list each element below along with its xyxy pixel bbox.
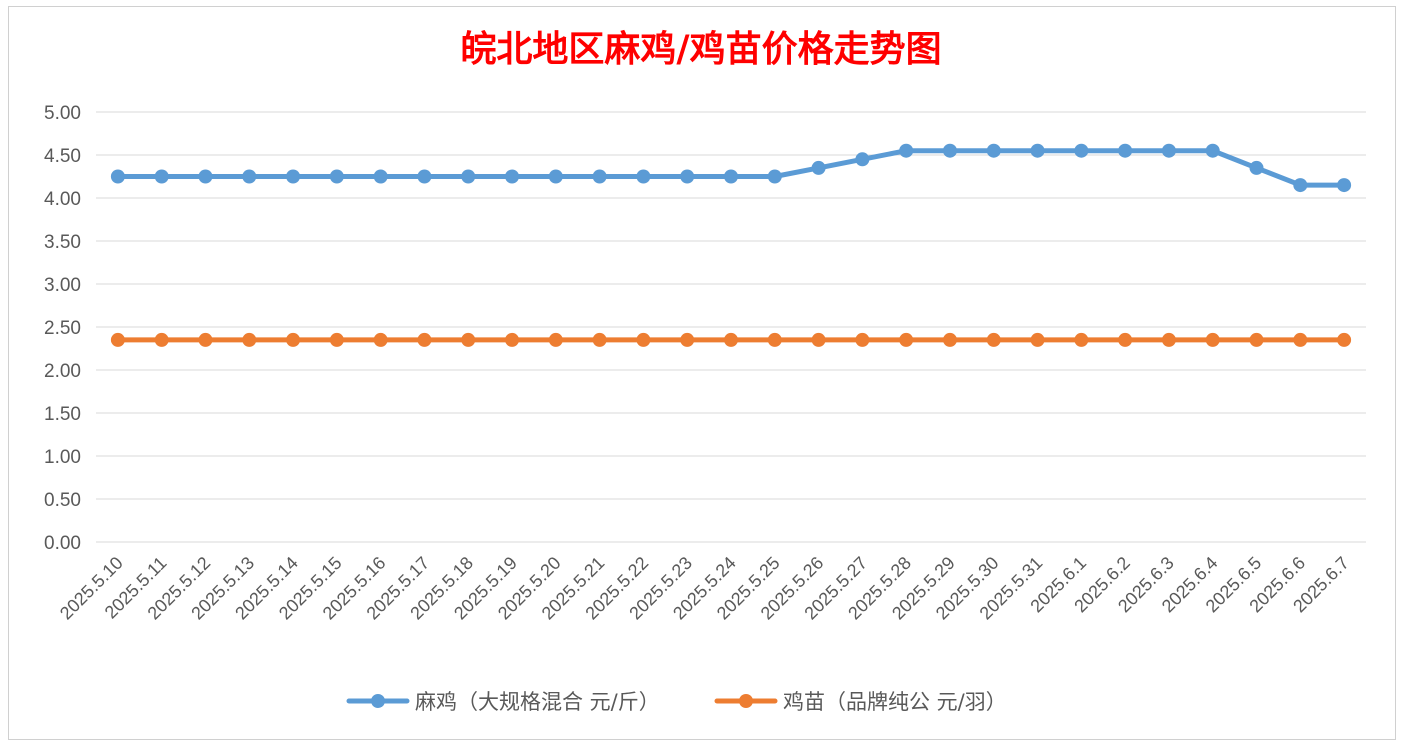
data-point	[1161, 143, 1176, 158]
data-point	[942, 332, 957, 347]
data-point	[724, 169, 738, 184]
data-point	[329, 332, 344, 347]
y-tick-label: 3.00	[44, 275, 81, 296]
data-point	[417, 332, 432, 347]
data-point	[636, 332, 651, 347]
data-point	[1337, 332, 1352, 347]
data-point	[1205, 143, 1220, 158]
data-point	[329, 169, 344, 184]
data-point	[811, 332, 826, 347]
x-axis-ticks: 2025.5.102025.5.112025.5.122025.5.132025…	[56, 553, 1353, 624]
data-point	[373, 169, 388, 184]
data-point	[461, 169, 476, 184]
data-point	[680, 169, 695, 184]
data-point	[855, 152, 870, 167]
data-point	[505, 169, 520, 184]
data-point	[1205, 332, 1220, 347]
series-1	[110, 143, 1352, 193]
data-point	[767, 169, 782, 184]
data-point	[1337, 178, 1352, 193]
legend-item: 麻鸡（大规格混合 元/斤）	[346, 690, 660, 714]
y-tick-label: 0.00	[44, 533, 81, 554]
data-point	[1249, 332, 1264, 347]
data-point	[636, 169, 651, 184]
data-point	[505, 332, 520, 347]
data-point	[198, 332, 213, 347]
data-point	[286, 332, 301, 347]
data-point	[1030, 332, 1045, 347]
legend: 麻鸡（大规格混合 元/斤） 鸡苗（品牌纯公 元/羽）	[346, 690, 1007, 714]
data-point	[592, 332, 607, 347]
legend-label: 麻鸡（大规格混合 元/斤）	[415, 690, 660, 714]
data-point	[899, 143, 914, 158]
y-tick-label: 0.50	[44, 490, 81, 511]
data-point	[1030, 143, 1045, 158]
data-point	[1074, 332, 1089, 347]
data-point	[110, 332, 125, 347]
data-point	[899, 332, 914, 347]
data-point	[154, 332, 169, 347]
data-point	[1161, 332, 1176, 347]
data-point	[373, 332, 388, 347]
y-tick-label: 4.00	[44, 189, 81, 210]
data-point	[1118, 332, 1133, 347]
data-point	[1074, 143, 1089, 158]
legend-marker	[739, 694, 753, 708]
data-point	[1293, 332, 1308, 347]
y-tick-label: 1.00	[44, 447, 81, 468]
series-2	[110, 332, 1352, 347]
data-point	[724, 332, 738, 347]
legend-marker	[371, 694, 385, 708]
data-point	[242, 169, 257, 184]
data-point	[198, 169, 213, 184]
data-point	[986, 332, 1001, 347]
data-point	[1249, 160, 1264, 175]
y-tick-label: 4.50	[44, 146, 81, 167]
data-point	[680, 332, 695, 347]
data-point	[986, 143, 1001, 158]
data-point	[855, 332, 870, 347]
data-point	[1293, 178, 1308, 193]
y-tick-label: 1.50	[44, 404, 81, 425]
data-point	[1118, 143, 1133, 158]
y-axis-ticks: 0.00 0.50 1.00 1.50 2.00 2.50 3.00 3.50 4.00 4.50…	[44, 103, 81, 554]
data-point	[286, 169, 301, 184]
data-point	[548, 169, 563, 184]
data-point	[461, 332, 476, 347]
y-tick-label: 2.00	[44, 361, 81, 382]
series	[110, 143, 1352, 347]
data-point	[110, 169, 125, 184]
data-point	[811, 160, 826, 175]
legend-item: 鸡苗（品牌纯公 元/羽）	[714, 690, 1007, 714]
y-tick-label: 3.50	[44, 232, 81, 253]
data-point	[548, 332, 563, 347]
data-point	[154, 169, 169, 184]
legend-label: 鸡苗（品牌纯公 元/羽）	[783, 690, 1007, 714]
data-point	[592, 169, 607, 184]
data-point	[767, 332, 782, 347]
data-point	[417, 169, 432, 184]
data-point	[942, 143, 957, 158]
gridlines	[96, 111, 1366, 543]
chart-frame: 皖北地区麻鸡/鸡苗价格走势图 0.00 0.50 1.00 1.50 2.00 2.50 3…	[8, 6, 1396, 740]
data-point	[242, 332, 257, 347]
y-tick-label: 5.00	[44, 103, 81, 124]
y-tick-label: 2.50	[44, 318, 81, 339]
chart-title: 皖北地区麻鸡/鸡苗价格走势图	[460, 28, 941, 70]
line-chart: 皖北地区麻鸡/鸡苗价格走势图 0.00 0.50 1.00 1.50 2.00 2.50 3…	[44, 28, 1366, 714]
